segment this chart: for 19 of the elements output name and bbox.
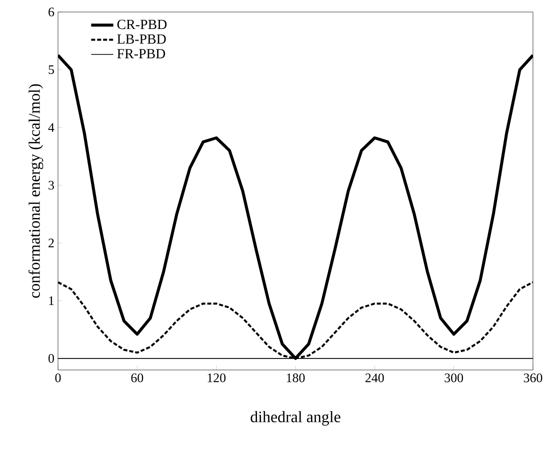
y-tick-label: 6 [48, 8, 54, 16]
y-tick-label: 3 [48, 180, 54, 190]
x-tick-label: 60 [131, 374, 144, 382]
y-axis-title: conformational energy (kcal/mol) [28, 84, 44, 298]
legend-label: FR-PBD [117, 49, 166, 58]
y-tick-label: 0 [48, 354, 54, 363]
x-tick-label: 360 [524, 374, 542, 382]
y-tick-label: 1 [49, 296, 54, 305]
legend-label: LB-PBD [117, 34, 166, 44]
y-tick-label: 5 [48, 65, 54, 74]
x-tick-label: 0 [55, 374, 61, 382]
legend-label: CR-PBD [117, 20, 167, 30]
x-tick-label: 240 [365, 374, 384, 382]
x-tick-label: 300 [444, 374, 464, 382]
y-tick-label: 2 [48, 238, 54, 248]
x-tick-label: 120 [208, 374, 226, 382]
x-axis-title: dihedral angle [250, 411, 340, 426]
y-tick-label: 4 [48, 123, 54, 132]
x-tick-label: 180 [286, 374, 305, 382]
